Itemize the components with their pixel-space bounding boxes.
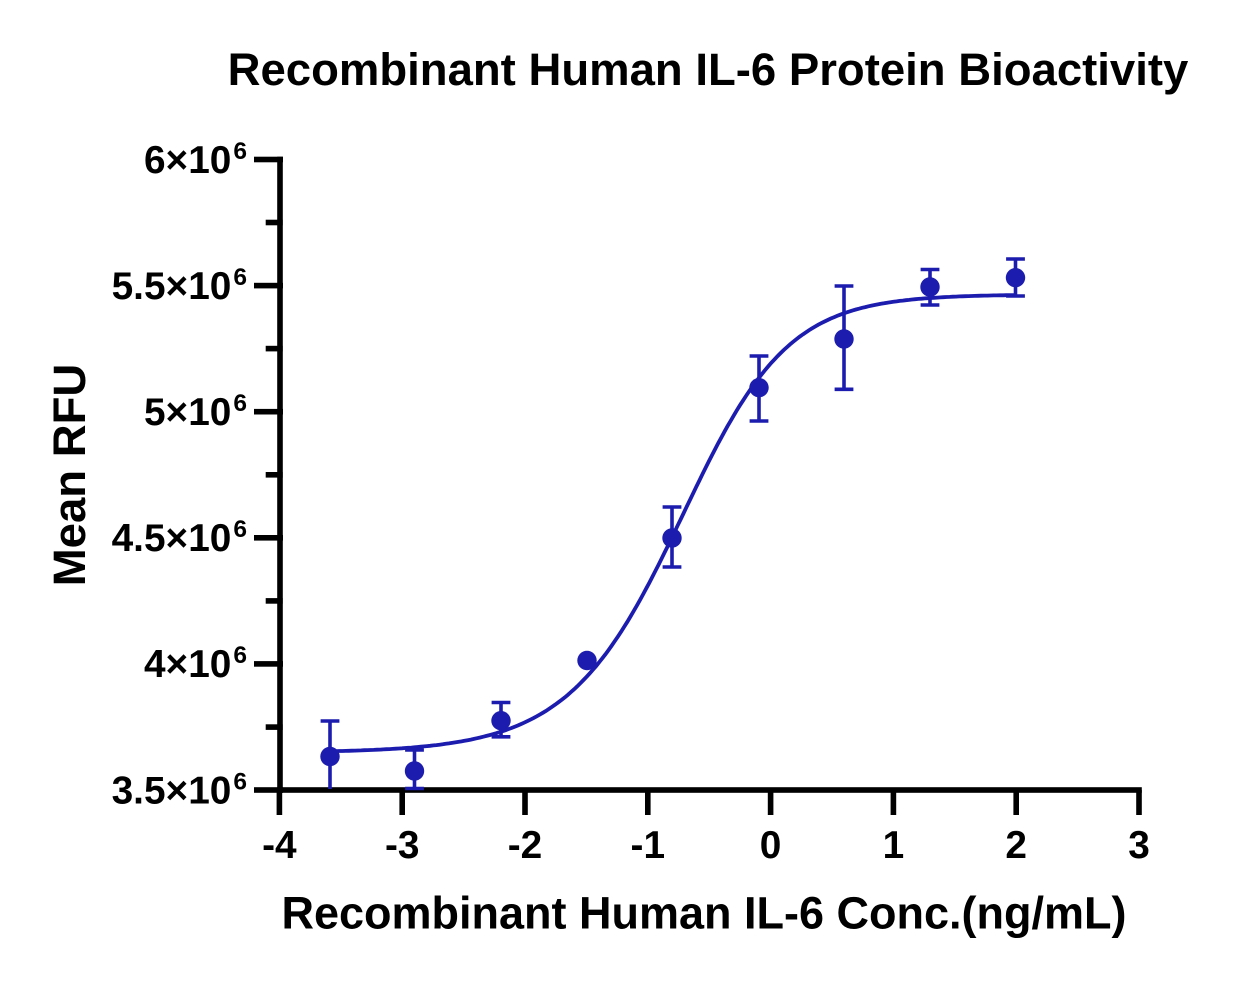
svg-text:4×106: 4×106: [144, 642, 247, 686]
svg-text:2: 2: [1005, 824, 1027, 867]
svg-text:1: 1: [883, 824, 905, 867]
svg-text:5×106: 5×106: [144, 390, 247, 434]
svg-text:6×106: 6×106: [144, 138, 247, 182]
svg-text:-1: -1: [631, 824, 666, 867]
svg-text:Recombinant Human IL-6 Conc.(n: Recombinant Human IL-6 Conc.(ng/mL): [281, 888, 1126, 939]
svg-text:Recombinant Human IL-6 Protein: Recombinant Human IL-6 Protein Bioactivi…: [228, 44, 1189, 95]
svg-text:-3: -3: [385, 824, 420, 867]
svg-text:3.5×106: 3.5×106: [112, 768, 247, 812]
svg-text:3: 3: [1128, 824, 1150, 867]
svg-text:-4: -4: [262, 824, 297, 867]
svg-text:0: 0: [760, 824, 782, 867]
svg-text:-2: -2: [508, 824, 543, 867]
svg-text:4.5×106: 4.5×106: [112, 516, 247, 560]
svg-text:Mean RFU: Mean RFU: [44, 364, 95, 586]
svg-text:5.5×106: 5.5×106: [112, 264, 247, 308]
